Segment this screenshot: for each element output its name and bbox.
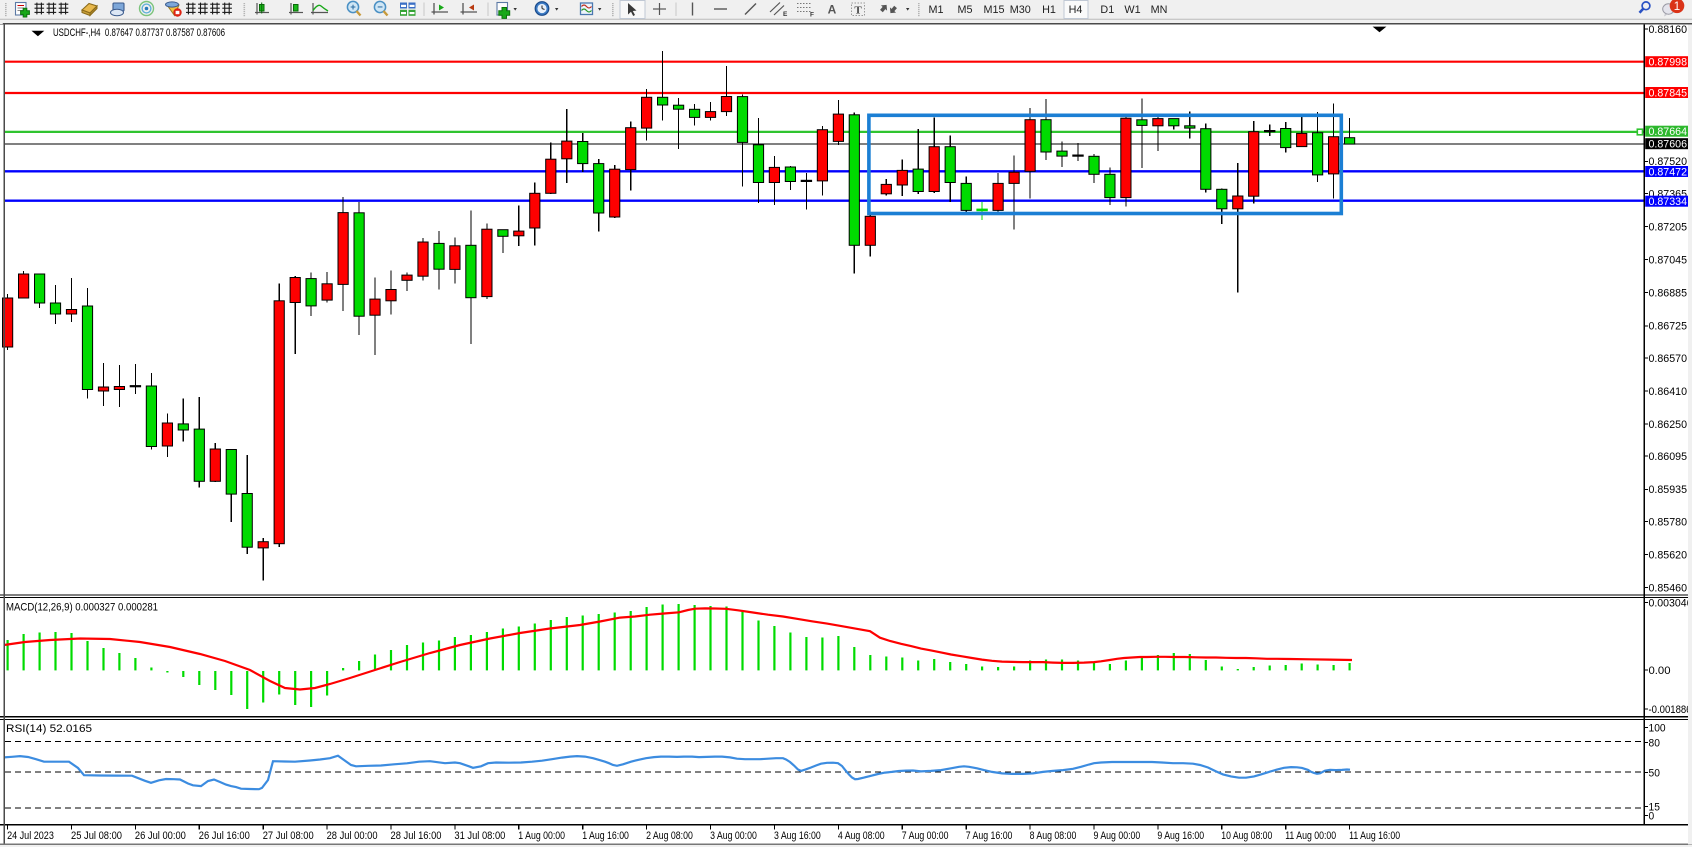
svg-text:0.86410: 0.86410 xyxy=(1649,386,1688,398)
svg-text:9 Aug 16:00: 9 Aug 16:00 xyxy=(1157,830,1204,842)
svg-text:0.87845: 0.87845 xyxy=(1649,87,1688,99)
svg-text:A: A xyxy=(828,3,837,17)
svg-text:24 Jul 2023: 24 Jul 2023 xyxy=(7,830,54,842)
svg-text:50: 50 xyxy=(1649,767,1660,779)
svg-text:28 Jul 00:00: 28 Jul 00:00 xyxy=(327,830,378,842)
svg-text:1 Aug 00:00: 1 Aug 00:00 xyxy=(518,830,565,842)
svg-text:0: 0 xyxy=(1649,810,1655,822)
svg-text:1 Aug 16:00: 1 Aug 16:00 xyxy=(582,830,629,842)
svg-text:H4: H4 xyxy=(1069,4,1083,16)
svg-text:0.87520: 0.87520 xyxy=(1649,156,1688,168)
svg-text:100: 100 xyxy=(1649,722,1666,734)
svg-text:M15: M15 xyxy=(983,4,1004,16)
svg-text:MN: MN xyxy=(1151,4,1168,16)
svg-text:0.85780: 0.85780 xyxy=(1649,516,1688,528)
svg-text:0.86095: 0.86095 xyxy=(1649,451,1688,463)
svg-text:MACD(12,26,9) 0.000327 0.00028: MACD(12,26,9) 0.000327 0.000281 xyxy=(6,602,158,614)
svg-text:4 Aug 08:00: 4 Aug 08:00 xyxy=(838,830,885,842)
svg-text:RSI(14) 52.0165: RSI(14) 52.0165 xyxy=(6,723,92,735)
svg-text:0.86885: 0.86885 xyxy=(1649,288,1688,300)
svg-text:M30: M30 xyxy=(1010,4,1031,16)
svg-text:-0.001886: -0.001886 xyxy=(1649,704,1692,716)
svg-text:10 Aug 08:00: 10 Aug 08:00 xyxy=(1221,830,1272,842)
svg-text:7 Aug 00:00: 7 Aug 00:00 xyxy=(902,830,949,842)
svg-text:M1: M1 xyxy=(929,4,944,16)
svg-text:0.86570: 0.86570 xyxy=(1649,353,1688,365)
svg-text:0.87606: 0.87606 xyxy=(1649,139,1688,151)
svg-text:0.87334: 0.87334 xyxy=(1649,196,1688,208)
svg-text:F: F xyxy=(810,12,814,19)
svg-text:7 Aug 16:00: 7 Aug 16:00 xyxy=(966,830,1013,842)
svg-text:0.00: 0.00 xyxy=(1649,665,1671,677)
svg-text:8 Aug 08:00: 8 Aug 08:00 xyxy=(1030,830,1077,842)
svg-text:0.87045: 0.87045 xyxy=(1649,255,1688,267)
svg-text:0.87998: 0.87998 xyxy=(1649,57,1688,69)
svg-text:0.87664: 0.87664 xyxy=(1649,126,1688,138)
svg-text:0.86250: 0.86250 xyxy=(1649,419,1688,431)
svg-text:2 Aug 08:00: 2 Aug 08:00 xyxy=(646,830,693,842)
svg-text:−: − xyxy=(377,2,383,13)
svg-text:0.87472: 0.87472 xyxy=(1649,166,1688,178)
svg-text:0.86725: 0.86725 xyxy=(1649,321,1688,333)
svg-text:3 Aug 16:00: 3 Aug 16:00 xyxy=(774,830,821,842)
svg-text:E: E xyxy=(783,11,788,18)
svg-text:28 Jul 16:00: 28 Jul 16:00 xyxy=(391,830,442,842)
svg-text:USDCHF-,H4 0.87647 0.87737 0.: USDCHF-,H4 0.87647 0.87737 0.87587 0.876… xyxy=(53,27,225,39)
svg-text:D1: D1 xyxy=(1100,4,1114,16)
svg-text:27 Jul 08:00: 27 Jul 08:00 xyxy=(263,830,314,842)
svg-text:M5: M5 xyxy=(958,4,973,16)
svg-text:26 Jul 00:00: 26 Jul 00:00 xyxy=(135,830,186,842)
svg-text:80: 80 xyxy=(1649,737,1660,749)
svg-text:9 Aug 00:00: 9 Aug 00:00 xyxy=(1094,830,1141,842)
svg-text:0.85620: 0.85620 xyxy=(1649,549,1688,561)
svg-text:11 Aug 16:00: 11 Aug 16:00 xyxy=(1349,830,1400,842)
svg-text:11 Aug 00:00: 11 Aug 00:00 xyxy=(1285,830,1336,842)
svg-text:31 Jul 08:00: 31 Jul 08:00 xyxy=(454,830,505,842)
svg-text:W1: W1 xyxy=(1124,4,1140,16)
svg-text:+: + xyxy=(350,2,356,13)
svg-text:0.85460: 0.85460 xyxy=(1649,583,1688,595)
svg-text:15: 15 xyxy=(1649,801,1660,813)
svg-text:T: T xyxy=(854,4,862,16)
svg-text:0.003046: 0.003046 xyxy=(1649,597,1692,609)
svg-text:0.87205: 0.87205 xyxy=(1649,221,1688,233)
svg-text:26 Jul 16:00: 26 Jul 16:00 xyxy=(199,830,250,842)
svg-text:25 Jul 08:00: 25 Jul 08:00 xyxy=(71,830,122,842)
svg-text:1: 1 xyxy=(1674,1,1680,13)
svg-text:0.88160: 0.88160 xyxy=(1649,24,1688,36)
svg-text:0.85935: 0.85935 xyxy=(1649,484,1688,496)
svg-text:H1: H1 xyxy=(1042,4,1056,16)
svg-text:3 Aug 00:00: 3 Aug 00:00 xyxy=(710,830,757,842)
